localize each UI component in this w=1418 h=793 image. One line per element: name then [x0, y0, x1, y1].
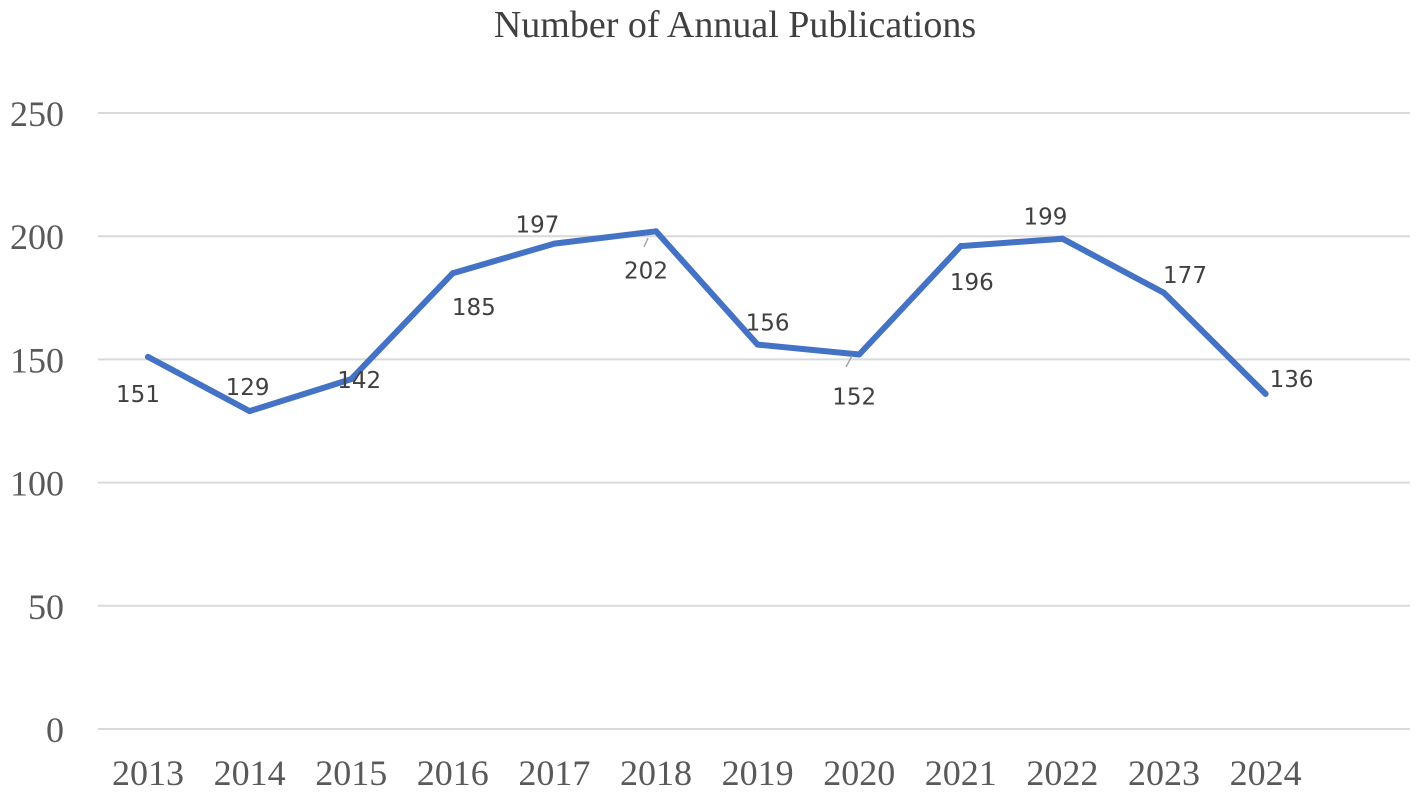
data-point: [348, 376, 355, 383]
series-line: [145, 228, 1269, 415]
y-tick-label: 100: [10, 464, 64, 504]
x-tick-label: 2014: [214, 753, 286, 793]
data-label: 196: [950, 270, 994, 296]
data-label: 185: [452, 295, 496, 321]
x-tick-label: 2015: [315, 753, 387, 793]
data-point: [145, 353, 151, 360]
data-label: 177: [1163, 263, 1207, 289]
data-label: 197: [515, 213, 559, 239]
x-tick-label: 2023: [1128, 753, 1200, 793]
x-tick-label: 2016: [417, 753, 489, 793]
chart-title: Number of Annual Publications: [494, 4, 976, 46]
data-point: [1262, 390, 1269, 397]
y-tick-label: 0: [46, 710, 64, 750]
x-tick-label: 2021: [925, 753, 997, 793]
data-point: [957, 243, 964, 250]
data-point: [754, 341, 761, 348]
data-point: [653, 228, 659, 235]
gridlines: [98, 112, 1410, 730]
y-axis-tick-labels: 0 50 100 150 200 250: [10, 94, 64, 750]
x-tick-label: 2017: [518, 753, 590, 793]
data-label: 142: [337, 368, 381, 394]
data-point: [246, 408, 253, 415]
data-label: 151: [116, 382, 160, 408]
data-label: 152: [832, 384, 876, 410]
y-tick-label: 150: [10, 340, 64, 380]
data-point: [1161, 289, 1167, 296]
leader-line: [845, 355, 853, 368]
y-tick-label: 50: [28, 587, 64, 627]
x-tick-label: 2018: [620, 753, 692, 793]
data-label: 202: [624, 258, 668, 284]
series-lines: [145, 228, 1269, 415]
x-tick-label: 2022: [1026, 753, 1098, 793]
data-point: [449, 270, 456, 277]
y-tick-label: 250: [10, 94, 64, 134]
x-tick-label: 2024: [1230, 753, 1302, 793]
x-tick-label: 2019: [722, 753, 794, 793]
data-point: [551, 240, 558, 247]
data-point: [1059, 235, 1066, 242]
data-labels: 151 129 142 185 197 202 156 152 196 199 177 136: [116, 205, 1314, 411]
x-axis-tick-labels: 2013 2014 2015 2016 2017 2018 2019 2020 2021 2022…: [112, 753, 1302, 793]
y-tick-label: 200: [10, 217, 64, 257]
x-tick-label: 2020: [823, 753, 895, 793]
data-label: 129: [226, 375, 270, 401]
leader-line: [643, 237, 649, 248]
data-label: 156: [746, 311, 790, 337]
data-label: 199: [1023, 205, 1067, 231]
data-label: 136: [1270, 367, 1314, 393]
data-point: [856, 351, 863, 358]
x-tick-label: 2013: [112, 753, 184, 793]
